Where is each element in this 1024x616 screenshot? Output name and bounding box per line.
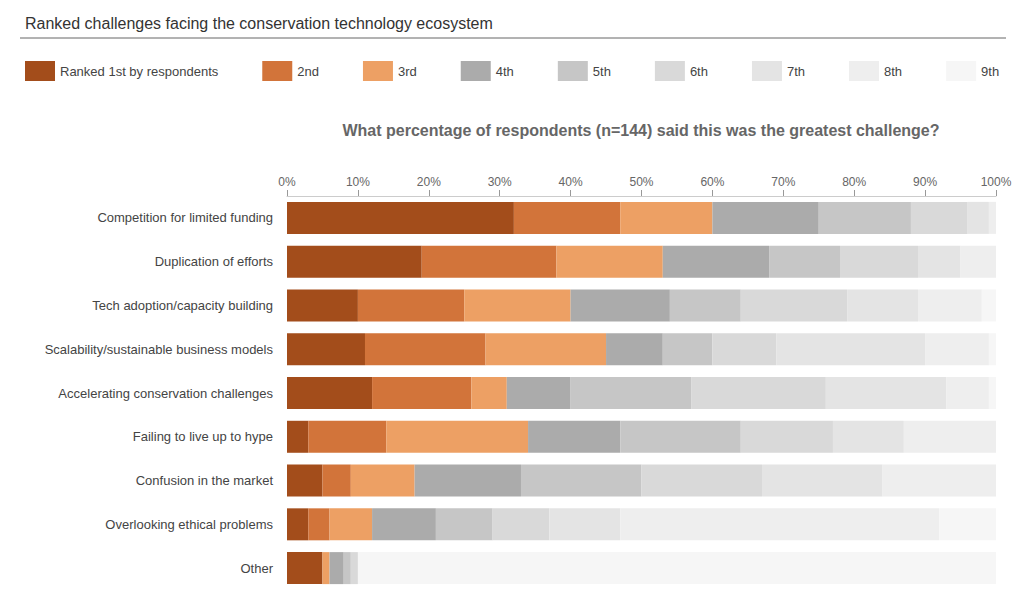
svg-text:7th: 7th bbox=[787, 64, 805, 79]
svg-text:8th: 8th bbox=[884, 64, 902, 79]
svg-text:Competition for limited fundin: Competition for limited funding bbox=[97, 210, 273, 225]
svg-text:9th: 9th bbox=[981, 64, 999, 79]
svg-text:50%: 50% bbox=[629, 175, 653, 189]
svg-text:60%: 60% bbox=[700, 175, 724, 189]
svg-text:Duplication of efforts: Duplication of efforts bbox=[155, 254, 274, 269]
svg-text:20%: 20% bbox=[417, 175, 441, 189]
svg-text:30%: 30% bbox=[488, 175, 512, 189]
svg-text:Overlooking ethical problems: Overlooking ethical problems bbox=[105, 517, 273, 532]
svg-text:What percentage of respondents: What percentage of respondents (n=144) s… bbox=[342, 122, 939, 139]
svg-text:Failing to live up to hype: Failing to live up to hype bbox=[133, 429, 273, 444]
svg-text:90%: 90% bbox=[913, 175, 937, 189]
svg-text:4th: 4th bbox=[496, 64, 514, 79]
svg-text:Accelerating conservation chal: Accelerating conservation challenges bbox=[58, 386, 273, 401]
svg-text:Ranked 1st by respondents: Ranked 1st by respondents bbox=[60, 64, 219, 79]
svg-text:40%: 40% bbox=[559, 175, 583, 189]
svg-text:80%: 80% bbox=[842, 175, 866, 189]
svg-text:3rd: 3rd bbox=[398, 64, 417, 79]
svg-text:6th: 6th bbox=[690, 64, 708, 79]
svg-text:Other: Other bbox=[240, 561, 273, 576]
svg-text:2nd: 2nd bbox=[297, 64, 319, 79]
svg-text:10%: 10% bbox=[346, 175, 370, 189]
svg-text:Ranked challenges facing the c: Ranked challenges facing the conservatio… bbox=[25, 15, 493, 32]
svg-text:0%: 0% bbox=[278, 175, 296, 189]
svg-text:70%: 70% bbox=[771, 175, 795, 189]
svg-text:Tech adoption/capacity buildin: Tech adoption/capacity building bbox=[92, 298, 273, 313]
svg-text:100%: 100% bbox=[981, 175, 1012, 189]
svg-text:Scalability/sustainable busine: Scalability/sustainable business models bbox=[45, 342, 274, 357]
svg-text:5th: 5th bbox=[593, 64, 611, 79]
svg-text:Confusion in the market: Confusion in the market bbox=[136, 473, 274, 488]
